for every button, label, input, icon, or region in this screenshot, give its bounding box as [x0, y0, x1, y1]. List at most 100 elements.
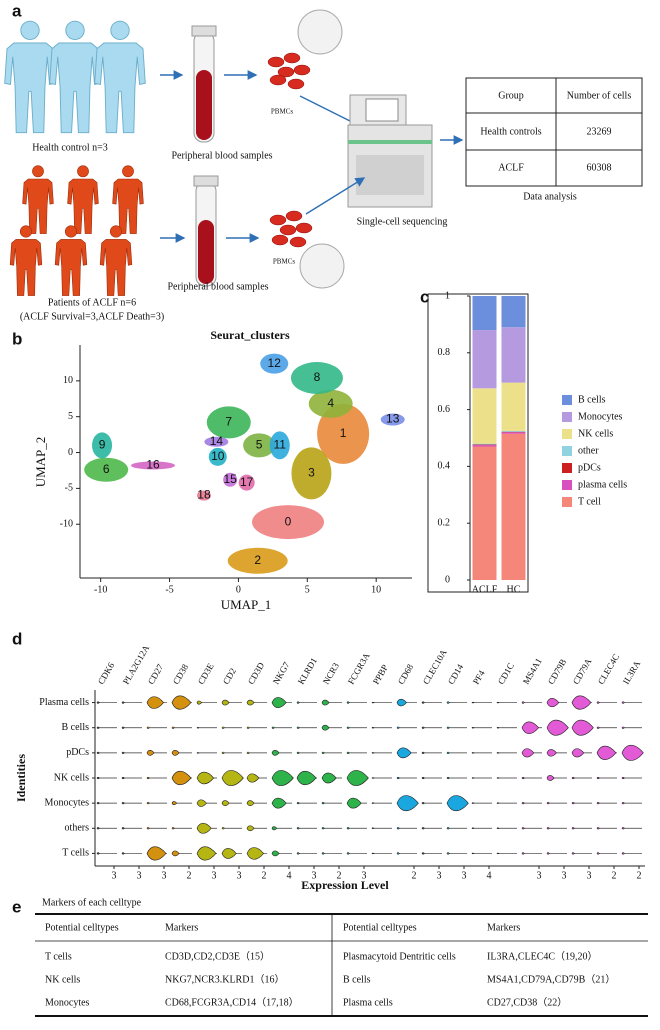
- gene-label: CD2: [221, 666, 238, 686]
- body: [99, 239, 133, 296]
- cluster: [238, 474, 255, 491]
- violin: [171, 726, 175, 729]
- violin: [171, 695, 192, 710]
- violin: [221, 848, 237, 859]
- dish: [297, 9, 343, 55]
- violin: [246, 773, 260, 783]
- panel-label: c: [420, 287, 429, 306]
- violin: [346, 751, 350, 755]
- violin: [221, 726, 225, 729]
- person: [4, 20, 56, 134]
- cluster-label: 13: [386, 412, 400, 426]
- violin: [371, 777, 375, 779]
- gene-label: CD27: [146, 662, 166, 686]
- cluster: [196, 490, 211, 501]
- violin: [271, 697, 287, 708]
- violin: [346, 726, 350, 729]
- violin: [296, 701, 300, 704]
- violin: [471, 802, 475, 804]
- violin: [296, 852, 300, 855]
- violin: [471, 701, 475, 704]
- violin: [146, 827, 150, 830]
- person: [22, 165, 54, 234]
- y-tick-label: 0.8: [438, 347, 451, 358]
- x-tick-label: 0: [236, 584, 241, 595]
- head: [32, 165, 44, 178]
- cluster: [131, 461, 176, 470]
- violin: [296, 801, 300, 805]
- violin: [246, 800, 255, 806]
- gene-label: CD14: [446, 662, 466, 686]
- violin: [221, 751, 225, 755]
- violin: [171, 801, 178, 806]
- bar-segment: [501, 296, 526, 328]
- panel-label: a: [12, 1, 22, 20]
- violin: [446, 776, 450, 780]
- violin: [196, 799, 207, 807]
- table-cell: T cells: [45, 951, 72, 962]
- violin: [371, 726, 375, 729]
- legend-swatch: [562, 395, 572, 405]
- label: PBMCs: [273, 258, 295, 266]
- violin: [471, 726, 475, 729]
- markers-table: Potential celltypes Markers Potential cell…: [45, 922, 615, 1008]
- gene-label: CD79A: [571, 656, 594, 686]
- violin: [221, 699, 230, 706]
- violin: [521, 721, 540, 734]
- violin: [121, 776, 125, 780]
- table-cell: Plasmacytoid Dentritic cells: [343, 951, 456, 962]
- cluster-label: 17: [240, 475, 254, 489]
- cluster: [208, 447, 227, 466]
- violin: [321, 801, 325, 805]
- x-tick-label: 4: [287, 870, 292, 881]
- violin: [396, 827, 400, 830]
- gene-label: MS4A1: [521, 656, 544, 686]
- violin: [471, 827, 475, 830]
- violin: [621, 827, 625, 830]
- x-tick-label: HC: [507, 584, 521, 595]
- table-cell: MS4A1,CD79A,CD79B（21）: [487, 973, 615, 985]
- violin: [296, 827, 300, 830]
- violin: [496, 852, 500, 855]
- row-label: B cells: [62, 722, 90, 733]
- violin: [96, 701, 100, 704]
- violin: [196, 726, 200, 729]
- head: [19, 225, 33, 238]
- cluster: [206, 406, 251, 439]
- violin: [121, 726, 125, 729]
- violin: [571, 695, 592, 710]
- violin: [196, 700, 203, 705]
- person: [112, 165, 144, 234]
- violin: [346, 852, 350, 855]
- people: [4, 20, 146, 296]
- x-tick-label: 3: [537, 870, 542, 881]
- legend-swatch: [562, 429, 572, 439]
- table-cell: Health controls: [480, 126, 541, 137]
- violin: [371, 701, 375, 704]
- legend-swatch: [562, 463, 572, 473]
- violin: [621, 852, 625, 855]
- violin: [546, 775, 555, 781]
- cluster-label: 14: [210, 434, 224, 448]
- violin: [546, 719, 569, 736]
- x-tick-label: 3: [312, 870, 317, 881]
- violin: [571, 827, 575, 830]
- x-tick-label: 5: [305, 584, 310, 595]
- row-label: NK cells: [54, 772, 89, 783]
- y-tick-label: -10: [60, 519, 73, 530]
- label: Single-cell sequencing: [357, 216, 448, 227]
- violin: [496, 827, 500, 830]
- y-tick-label: 5: [68, 411, 73, 422]
- person: [54, 225, 88, 296]
- bar-segment: [472, 330, 497, 389]
- x-axis-label: UMAP_1: [221, 597, 272, 612]
- table-cell: NKG7,NCR3.KLRD1（16）: [165, 973, 284, 985]
- violin: [221, 770, 244, 786]
- x-axis-label: Expression Level: [301, 878, 389, 892]
- body: [94, 42, 146, 134]
- cluster-label: 18: [197, 488, 211, 502]
- panel-label: d: [12, 629, 22, 648]
- legend-label: NK cells: [578, 428, 613, 439]
- body: [54, 239, 88, 296]
- plot-frame: [427, 293, 529, 593]
